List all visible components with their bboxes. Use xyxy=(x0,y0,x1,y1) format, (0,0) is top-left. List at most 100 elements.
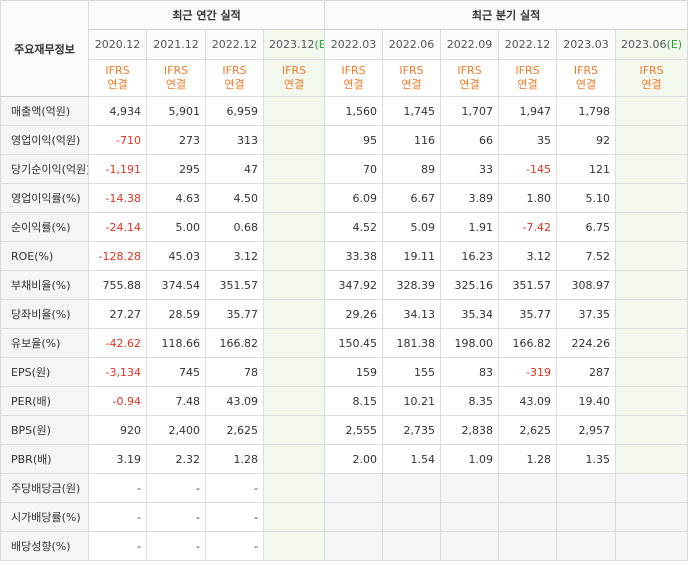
value-cell: 116 xyxy=(382,125,442,155)
empty-cell xyxy=(556,502,617,532)
value-cell: 6.75 xyxy=(556,212,617,242)
row-label: 주당배당금(원) xyxy=(0,473,89,503)
value-cell: 70 xyxy=(324,154,384,184)
value-cell xyxy=(615,154,689,184)
value-cell: -319 xyxy=(498,357,558,387)
table-row: PER(배) -0.94 7.48 43.09 8.15 10.21 8.35 43.09 19… xyxy=(0,386,689,416)
value-cell: 35.77 xyxy=(205,299,264,329)
row-label: EPS(원) xyxy=(0,357,89,387)
value-cell: 0.68 xyxy=(205,212,264,242)
period-header: 2022.06 xyxy=(382,29,442,60)
value-cell: 78 xyxy=(205,357,264,387)
accounting-basis-header: IFRS 연결 xyxy=(382,59,442,97)
value-cell xyxy=(615,415,689,445)
period-header: 2020.12 xyxy=(88,29,147,60)
value-cell: 3.12 xyxy=(205,241,264,271)
value-cell: -0.94 xyxy=(88,386,147,416)
value-cell: 2,400 xyxy=(146,415,206,445)
period-header: 2022.12 xyxy=(205,29,264,60)
value-cell: 92 xyxy=(556,125,617,155)
value-cell: 159 xyxy=(324,357,384,387)
value-cell: 33 xyxy=(440,154,500,184)
value-cell: -7.42 xyxy=(498,212,558,242)
value-cell xyxy=(615,96,689,126)
row-label: 영업이익률(%) xyxy=(0,183,89,213)
empty-cell xyxy=(556,473,617,503)
value-cell: 6,959 xyxy=(205,96,264,126)
ifrs-label: IFRS xyxy=(639,64,664,77)
value-cell: 224.26 xyxy=(556,328,617,358)
value-cell: 19.11 xyxy=(382,241,442,271)
consolidated-label: 연결 xyxy=(283,78,305,91)
value-cell: - xyxy=(146,502,206,532)
row-label: 유보율(%) xyxy=(0,328,89,358)
value-cell xyxy=(615,270,689,300)
row-label: 부채비율(%) xyxy=(0,270,89,300)
value-cell: 1.28 xyxy=(498,444,558,474)
ifrs-label: IFRS xyxy=(573,64,599,77)
value-cell: 2,957 xyxy=(556,415,617,445)
accounting-basis-header: IFRS 연결 xyxy=(615,59,689,97)
row-label: BPS(원) xyxy=(0,415,89,445)
value-cell xyxy=(262,212,326,242)
value-cell: 118.66 xyxy=(146,328,206,358)
period-label: 2021.12 xyxy=(153,38,199,51)
value-cell: 37.35 xyxy=(556,299,617,329)
value-cell xyxy=(615,386,689,416)
value-cell: 89 xyxy=(382,154,442,184)
value-cell: 313 xyxy=(205,125,264,155)
empty-cell xyxy=(382,502,442,532)
empty-cell xyxy=(324,502,384,532)
value-cell: 66 xyxy=(440,125,500,155)
value-cell xyxy=(615,212,689,242)
value-cell: -710 xyxy=(88,125,147,155)
value-cell: -145 xyxy=(498,154,558,184)
value-cell: 1.28 xyxy=(205,444,264,474)
value-cell: - xyxy=(205,502,264,532)
value-cell: -128.28 xyxy=(88,241,147,271)
value-cell: 2,625 xyxy=(498,415,558,445)
accounting-basis-header: IFRS 연결 xyxy=(262,59,326,97)
value-cell: 4.63 xyxy=(146,183,206,213)
accounting-basis-header: IFRS 연결 xyxy=(205,59,264,97)
empty-cell xyxy=(556,531,617,561)
table-row: 당좌비율(%) 27.27 28.59 35.77 29.26 34.13 35.34 35.… xyxy=(0,299,689,329)
value-cell: 5,901 xyxy=(146,96,206,126)
financial-table-body: 매출액(억원) 4,934 5,901 6,959 1,560 1,745 1,707 1,9… xyxy=(0,96,689,561)
accounting-basis-header: IFRS 연결 xyxy=(88,59,147,97)
empty-cell xyxy=(382,531,442,561)
value-cell: 10.21 xyxy=(382,386,442,416)
table-row: 영업이익(억원) -710 273 313 95 116 66 35 92 xyxy=(0,125,689,155)
empty-cell xyxy=(382,473,442,503)
value-cell: - xyxy=(88,531,147,561)
value-cell: 33.38 xyxy=(324,241,384,271)
value-cell: 328.39 xyxy=(382,270,442,300)
period-label: 2022.12 xyxy=(211,38,258,51)
header-row-groups: 주요재무정보 최근 연간 실적 최근 분기 실적 xyxy=(0,0,689,97)
value-cell: 28.59 xyxy=(146,299,206,329)
period-label: 2022.09 xyxy=(446,38,493,51)
accounting-basis-header: IFRS 연결 xyxy=(146,59,206,97)
value-cell: 2,735 xyxy=(382,415,442,445)
value-cell xyxy=(262,502,326,532)
value-cell: 45.03 xyxy=(146,241,206,271)
ifrs-label: IFRS xyxy=(222,64,247,77)
value-cell: 351.57 xyxy=(498,270,558,300)
value-cell: - xyxy=(205,473,264,503)
consolidated-label: 연결 xyxy=(165,78,187,91)
value-cell: 287 xyxy=(556,357,617,387)
period-label: 2022.12 xyxy=(504,38,551,51)
value-cell: 16.23 xyxy=(440,241,500,271)
value-cell: 5.09 xyxy=(382,212,442,242)
ifrs-label: IFRS xyxy=(457,64,482,77)
estimate-mark: (E) xyxy=(314,38,324,51)
row-label: 매출액(억원) xyxy=(0,96,89,126)
accounting-basis-header: IFRS 연결 xyxy=(440,59,500,97)
table-row: 주당배당금(원) - - - xyxy=(0,473,689,503)
value-cell: -24.14 xyxy=(88,212,147,242)
value-cell: 198.00 xyxy=(440,328,500,358)
ifrs-label: IFRS xyxy=(163,64,189,77)
header-row-basis: IFRS 연결 IFRS 연결 IFRS 연결 IFRS 연결 IFRS 연결 IFRS 연결 IFRS… xyxy=(1,59,689,97)
value-cell: -3,134 xyxy=(88,357,147,387)
